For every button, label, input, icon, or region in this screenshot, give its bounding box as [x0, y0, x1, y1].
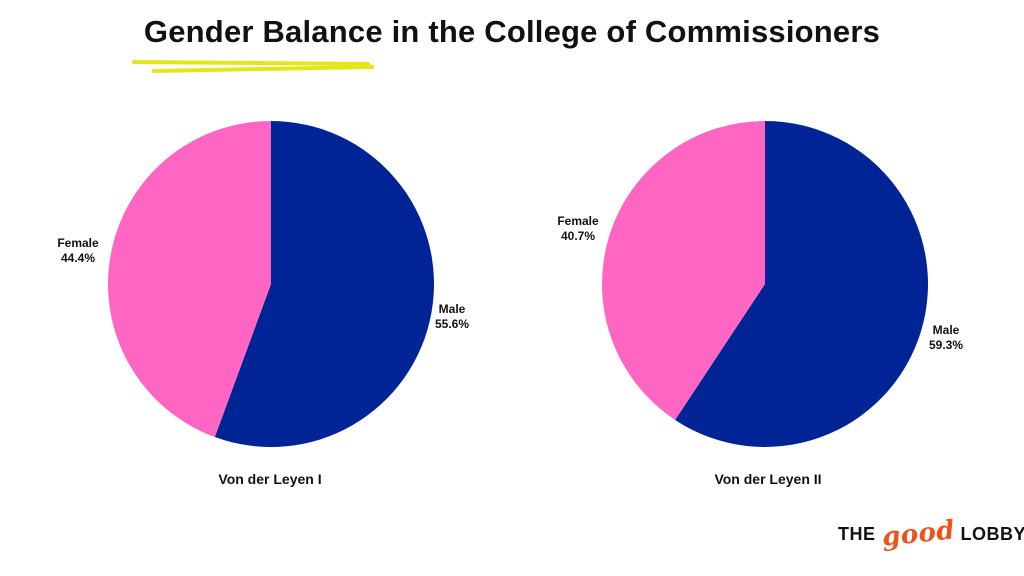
pie1-male-label: Male 55.6%	[430, 302, 474, 332]
pie1-male-name: Male	[438, 302, 466, 316]
pie1-female-name: Female	[57, 236, 99, 250]
pie2-caption: Von der Leyen II	[714, 471, 822, 487]
pie2-male-name: Male	[932, 323, 960, 337]
pie1-slice-female	[108, 121, 272, 438]
pie2-male-label: Male 59.3%	[924, 323, 968, 353]
page-title: Gender Balance in the College of Commiss…	[143, 14, 881, 49]
pie1-female-value: 44.4%	[60, 251, 96, 265]
pie2-slice-female	[602, 121, 765, 420]
logo-word-good: good	[880, 515, 956, 553]
pie2-female-label: Female 40.7%	[550, 214, 606, 244]
title-underline-decoration	[132, 60, 374, 73]
pie1-caption: Von der Leyen I	[218, 471, 322, 487]
the-good-lobby-logo: THE good LOBBY	[838, 514, 1024, 554]
logo-word-the: THE	[838, 523, 876, 544]
pie2-male-value: 59.3%	[928, 338, 964, 352]
pie2-slice-male	[675, 121, 929, 448]
pie1-female-label: Female 44.4%	[52, 236, 104, 266]
pie2-female-value: 40.7%	[560, 229, 596, 243]
pie1-slice-male	[214, 121, 435, 447]
pie2-female-name: Female	[557, 214, 599, 228]
pie1-male-value: 55.6%	[434, 317, 470, 331]
logo-word-lobby: LOBBY	[960, 523, 1024, 544]
